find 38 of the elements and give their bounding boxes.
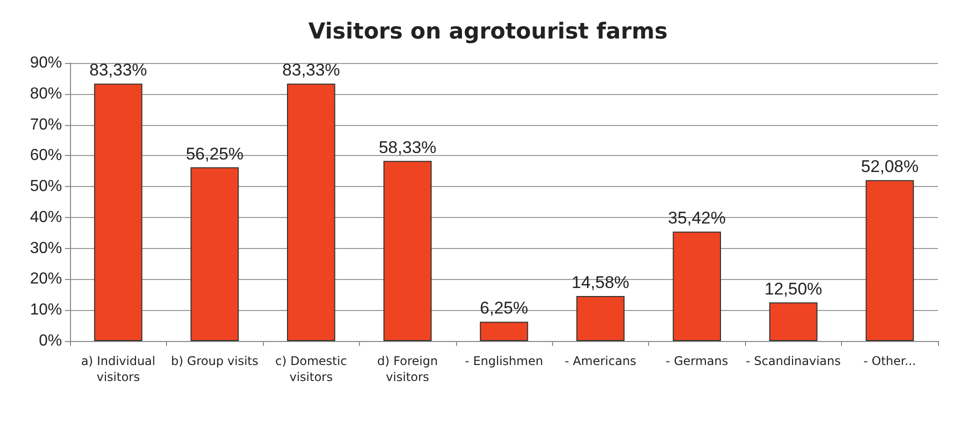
y-tick-label: 0% [38,332,62,350]
y-tick-label: 30% [30,240,62,257]
data-label: 12,50% [764,279,822,298]
x-tick-label: a) Individual visitors [81,354,156,384]
bar [287,84,336,341]
bar [866,180,914,341]
y-tick-label: 20% [30,270,62,288]
bar [769,302,818,341]
x-tick-label: - Scandinavians [746,354,841,368]
y-tick-label: 10% [30,302,62,319]
x-tick-label: d) Foreign visitors [377,354,438,384]
data-label: 52,08% [860,157,919,176]
y-tick-label: 70% [30,116,62,134]
y-tick-label: 40% [30,208,62,226]
y-tick-label: 60% [30,147,62,164]
bar [480,322,528,341]
data-label: 56,25% [186,144,244,164]
bar [576,296,625,341]
data-label: 6,25% [480,298,528,318]
bar [94,84,142,341]
chart-title: Visitors on agrotourist farms [308,20,668,44]
bar [672,232,721,341]
x-tick-label: - Englishmen [464,354,544,368]
bar [190,167,239,341]
y-tick-label: 80% [30,85,62,102]
bar [383,160,432,341]
data-label: 35,42% [668,208,726,228]
data-label: 83,33% [282,60,340,80]
x-tick-label: - Americans [564,354,636,368]
x-tick-label: - Other... [863,354,916,368]
x-tick-label: b) Group visits [170,354,258,368]
y-tick-label: 90% [30,54,62,72]
x-tick-label: - Germans [666,354,728,368]
y-tick-label: 50% [30,178,62,196]
data-label: 58,33% [378,138,436,157]
data-label: 14,58% [572,272,630,292]
data-label: 83,33% [89,60,148,80]
x-tick-label: c) Domestic visitors [275,354,347,384]
